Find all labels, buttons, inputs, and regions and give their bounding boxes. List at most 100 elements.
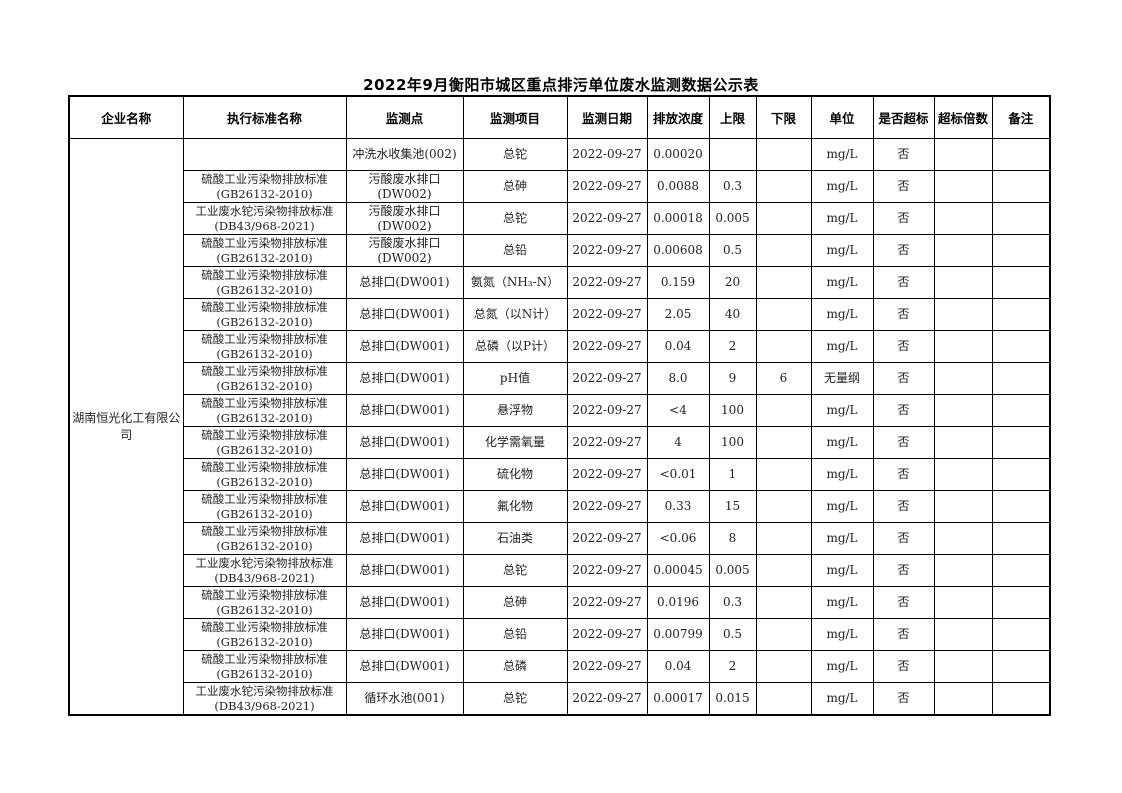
table-row: 硫酸工业污染物排放标准 (GB26132-2010) 总排口(DW001) 化学需氧… <box>69 426 1051 459</box>
upper-limit-cell: 100 <box>708 394 757 427</box>
upper-limit-cell: 0.5 <box>708 234 757 267</box>
exceeded-cell: 否 <box>872 650 935 683</box>
exceed-times-cell <box>933 458 993 491</box>
date-cell: 2022-09-27 <box>566 330 648 363</box>
date-cell: 2022-09-27 <box>566 458 648 491</box>
exceeded-cell: 否 <box>872 202 935 235</box>
exceed-times-cell <box>933 234 993 267</box>
standard-cell: 硫酸工业污染物排放标准 (GB26132-2010) <box>182 490 347 523</box>
exceed-times-cell <box>933 554 993 587</box>
standard-cell: 工业废水铊污染物排放标准 (DB43/968-2021) <box>182 202 347 235</box>
lower-limit-cell <box>755 394 812 427</box>
header-unit: 单位 <box>810 95 874 139</box>
exceeded-cell: 否 <box>872 618 935 651</box>
header-exceeded: 是否超标 <box>872 95 935 139</box>
header-concentration: 排放浓度 <box>646 95 710 139</box>
exceeded-cell: 否 <box>872 298 935 331</box>
upper-limit-cell: 1 <box>708 458 757 491</box>
standard-cell: 硫酸工业污染物排放标准 (GB26132-2010) <box>182 426 347 459</box>
date-cell: 2022-09-27 <box>566 618 648 651</box>
concentration-cell: 8.0 <box>646 362 710 395</box>
upper-limit-cell: 9 <box>708 362 757 395</box>
date-cell: 2022-09-27 <box>566 394 648 427</box>
point-cell: 总排口(DW001) <box>345 554 464 587</box>
lower-limit-cell <box>755 650 812 683</box>
concentration-cell: 0.33 <box>646 490 710 523</box>
exceeded-cell: 否 <box>872 458 935 491</box>
table-row: 硫酸工业污染物排放标准 (GB26132-2010) 污酸废水排口 (DW002)… <box>69 234 1051 267</box>
standard-cell: 硫酸工业污染物排放标准 (GB26132-2010) <box>182 330 347 363</box>
item-cell: 总砷 <box>462 170 568 203</box>
exceeded-cell: 否 <box>872 138 935 171</box>
unit-cell: mg/L <box>810 298 874 331</box>
item-cell: 悬浮物 <box>462 394 568 427</box>
item-cell: 总砷 <box>462 586 568 619</box>
header-standard: 执行标准名称 <box>182 95 347 139</box>
lower-limit-cell <box>755 554 812 587</box>
exceeded-cell: 否 <box>872 682 935 716</box>
table-row: 硫酸工业污染物排放标准 (GB26132-2010) 总排口(DW001) 悬浮物 2… <box>69 394 1051 427</box>
point-cell: 总排口(DW001) <box>345 362 464 395</box>
concentration-cell: <0.01 <box>646 458 710 491</box>
lower-limit-cell <box>755 586 812 619</box>
standard-cell: 硫酸工业污染物排放标准 (GB26132-2010) <box>182 618 347 651</box>
header-upper-limit: 上限 <box>708 95 757 139</box>
item-cell: 氟化物 <box>462 490 568 523</box>
table-row: 工业废水铊污染物排放标准 (DB43/968-2021) 总排口(DW001) 总铊… <box>69 554 1051 587</box>
point-cell: 总排口(DW001) <box>345 298 464 331</box>
table-row: 硫酸工业污染物排放标准 (GB26132-2010) 总排口(DW001) 总磷 20… <box>69 650 1051 683</box>
concentration-cell: 0.04 <box>646 650 710 683</box>
concentration-cell: 0.0196 <box>646 586 710 619</box>
point-cell: 总排口(DW001) <box>345 394 464 427</box>
lower-limit-cell <box>755 298 812 331</box>
upper-limit-cell: 100 <box>708 426 757 459</box>
remarks-cell <box>991 362 1051 395</box>
upper-limit-cell: 0.3 <box>708 170 757 203</box>
upper-limit-cell: 40 <box>708 298 757 331</box>
point-cell: 总排口(DW001) <box>345 458 464 491</box>
upper-limit-cell: 20 <box>708 266 757 299</box>
company-cell: 湖南恒光化工有限公司 <box>68 138 184 716</box>
concentration-cell: 0.00608 <box>646 234 710 267</box>
upper-limit-cell: 0.005 <box>708 554 757 587</box>
table-row: 硫酸工业污染物排放标准 (GB26132-2010) 总排口(DW001) 总磷（以… <box>69 330 1051 363</box>
unit-cell: mg/L <box>810 266 874 299</box>
date-cell: 2022-09-27 <box>566 426 648 459</box>
upper-limit-cell: 8 <box>708 522 757 555</box>
lower-limit-cell <box>755 682 812 716</box>
upper-limit-cell: 0.3 <box>708 586 757 619</box>
exceeded-cell: 否 <box>872 490 935 523</box>
item-cell: 总铊 <box>462 138 568 171</box>
standard-cell: 工业废水铊污染物排放标准 (DB43/968-2021) <box>182 554 347 587</box>
exceed-times-cell <box>933 394 993 427</box>
remarks-cell <box>991 330 1051 363</box>
standard-cell: 硫酸工业污染物排放标准 (GB26132-2010) <box>182 458 347 491</box>
concentration-cell: 0.0088 <box>646 170 710 203</box>
exceeded-cell: 否 <box>872 554 935 587</box>
header-exceed-times: 超标倍数 <box>933 95 993 139</box>
remarks-cell <box>991 490 1051 523</box>
unit-cell: mg/L <box>810 330 874 363</box>
exceed-times-cell <box>933 490 993 523</box>
point-cell: 污酸废水排口 (DW002) <box>345 202 464 235</box>
unit-cell: mg/L <box>810 138 874 171</box>
item-cell: 总磷（以P计） <box>462 330 568 363</box>
unit-cell: mg/L <box>810 682 874 716</box>
remarks-cell <box>991 234 1051 267</box>
concentration-cell: 0.159 <box>646 266 710 299</box>
standard-cell: 硫酸工业污染物排放标准 (GB26132-2010) <box>182 234 347 267</box>
header-date: 监测日期 <box>566 95 648 139</box>
header-company: 企业名称 <box>68 95 184 139</box>
remarks-cell <box>991 202 1051 235</box>
lower-limit-cell <box>755 426 812 459</box>
standard-cell: 硫酸工业污染物排放标准 (GB26132-2010) <box>182 586 347 619</box>
exceeded-cell: 否 <box>872 266 935 299</box>
exceeded-cell: 否 <box>872 522 935 555</box>
remarks-cell <box>991 266 1051 299</box>
unit-cell: mg/L <box>810 554 874 587</box>
concentration-cell: <0.06 <box>646 522 710 555</box>
item-cell: 氨氮（NH₃-N） <box>462 266 568 299</box>
date-cell: 2022-09-27 <box>566 266 648 299</box>
item-cell: 总铊 <box>462 202 568 235</box>
unit-cell: mg/L <box>810 586 874 619</box>
